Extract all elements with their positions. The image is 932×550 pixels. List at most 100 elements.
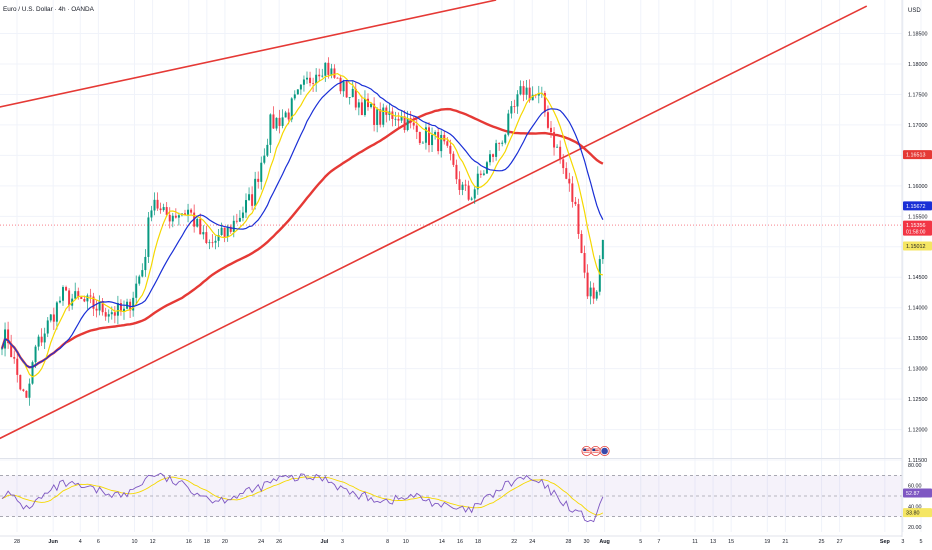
candle-body[interactable] xyxy=(22,389,25,391)
candle-body[interactable] xyxy=(452,153,455,165)
candle-body[interactable] xyxy=(455,164,458,180)
candle-body[interactable] xyxy=(424,127,427,143)
candle-body[interactable] xyxy=(220,227,223,235)
candle-body[interactable] xyxy=(421,142,424,144)
candle-body[interactable] xyxy=(418,131,421,143)
candle-body[interactable] xyxy=(123,308,125,312)
candle-body[interactable] xyxy=(434,132,437,135)
candle-body[interactable] xyxy=(58,300,61,303)
candle-body[interactable] xyxy=(428,127,430,146)
candle-body[interactable] xyxy=(77,291,80,298)
candle-body[interactable] xyxy=(336,77,339,79)
candle-body[interactable] xyxy=(226,226,229,237)
candle-body[interactable] xyxy=(357,102,360,108)
candle-body[interactable] xyxy=(507,113,510,135)
earth-icon[interactable] xyxy=(599,445,610,456)
candle-body[interactable] xyxy=(290,98,293,120)
candle-body[interactable] xyxy=(31,362,34,384)
candle-body[interactable] xyxy=(302,79,305,85)
candle-body[interactable] xyxy=(287,112,290,120)
candle-body[interactable] xyxy=(260,162,263,182)
candle-body[interactable] xyxy=(309,77,312,84)
candle-body[interactable] xyxy=(208,242,211,244)
candle-body[interactable] xyxy=(595,291,598,299)
candle-body[interactable] xyxy=(458,179,461,190)
candle-body[interactable] xyxy=(16,358,19,375)
candle-body[interactable] xyxy=(266,144,269,156)
candle-body[interactable] xyxy=(516,94,519,107)
candle-body[interactable] xyxy=(34,346,37,363)
candle-body[interactable] xyxy=(330,68,333,75)
candle-body[interactable] xyxy=(498,143,501,144)
candle-body[interactable] xyxy=(217,234,220,241)
us-flag-icon[interactable] xyxy=(581,445,592,456)
candle-body[interactable] xyxy=(153,199,156,211)
candle-body[interactable] xyxy=(119,303,122,312)
candle-body[interactable] xyxy=(1,348,3,350)
candle-body[interactable] xyxy=(306,77,308,80)
candle-body[interactable] xyxy=(272,114,275,129)
candle-body[interactable] xyxy=(470,198,473,200)
candle-body[interactable] xyxy=(598,259,601,292)
candle-body[interactable] xyxy=(568,178,571,184)
candle-body[interactable] xyxy=(449,145,452,154)
candle-body[interactable] xyxy=(269,114,272,145)
candle-body[interactable] xyxy=(184,213,186,215)
time-axis[interactable]: 28 Jun 4 6 10 12 16 18 20 24 26 Jul 3 8 10 14 16 18 22 24 28… xyxy=(0,535,923,545)
candle-body[interactable] xyxy=(580,233,583,253)
candle-body[interactable] xyxy=(394,118,397,120)
candle-body[interactable] xyxy=(187,209,190,215)
candle-body[interactable] xyxy=(116,303,119,316)
candle-body[interactable] xyxy=(141,270,144,277)
candle-body[interactable] xyxy=(235,220,238,222)
candle-body[interactable] xyxy=(409,118,412,123)
candle-body[interactable] xyxy=(476,173,479,190)
candle-body[interactable] xyxy=(333,68,336,78)
candle-body[interactable] xyxy=(49,314,52,321)
candle-body[interactable] xyxy=(342,81,345,92)
candle-body[interactable] xyxy=(214,240,217,243)
candle-body[interactable] xyxy=(43,333,46,343)
candles-layer[interactable] xyxy=(1,57,604,406)
candle-body[interactable] xyxy=(586,272,589,297)
candle-body[interactable] xyxy=(238,217,241,222)
candle-body[interactable] xyxy=(98,301,101,311)
candle-body[interactable] xyxy=(101,301,104,313)
candle-body[interactable] xyxy=(522,86,525,95)
event-icons[interactable] xyxy=(581,445,610,456)
candle-body[interactable] xyxy=(437,132,440,152)
candle-body[interactable] xyxy=(245,200,247,213)
candle-body[interactable] xyxy=(299,84,302,90)
candle-body[interactable] xyxy=(412,122,415,126)
candle-body[interactable] xyxy=(415,125,418,132)
candle-body[interactable] xyxy=(68,290,71,306)
candle-body[interactable] xyxy=(592,287,595,299)
candle-body[interactable] xyxy=(144,256,147,271)
trendline-lower-channel[interactable] xyxy=(0,5,868,448)
candle-body[interactable] xyxy=(92,296,95,309)
candle-body[interactable] xyxy=(281,117,284,126)
candle-body[interactable] xyxy=(171,215,174,222)
candle-body[interactable] xyxy=(107,314,110,317)
candle-body[interactable] xyxy=(62,287,64,301)
candle-body[interactable] xyxy=(504,134,507,143)
candle-body[interactable] xyxy=(510,106,513,114)
candle-body[interactable] xyxy=(556,146,559,148)
rsi-axis[interactable]: 80.00 60.00 40.00 20.00 xyxy=(908,463,922,531)
candle-body[interactable] xyxy=(159,208,162,211)
candle-body[interactable] xyxy=(525,87,528,95)
candle-body[interactable] xyxy=(229,226,232,232)
candle-body[interactable] xyxy=(373,103,376,125)
candle-body[interactable] xyxy=(223,227,226,237)
candle-body[interactable] xyxy=(113,312,116,316)
candle-body[interactable] xyxy=(156,199,159,209)
candle-body[interactable] xyxy=(315,74,318,84)
candle-body[interactable] xyxy=(601,239,604,260)
candle-body[interactable] xyxy=(519,86,522,95)
candle-body[interactable] xyxy=(248,194,251,201)
candle-body[interactable] xyxy=(543,92,546,113)
candle-body[interactable] xyxy=(467,185,470,200)
candle-body[interactable] xyxy=(278,117,281,126)
candle-body[interactable] xyxy=(254,178,257,206)
candle-body[interactable] xyxy=(312,83,315,84)
